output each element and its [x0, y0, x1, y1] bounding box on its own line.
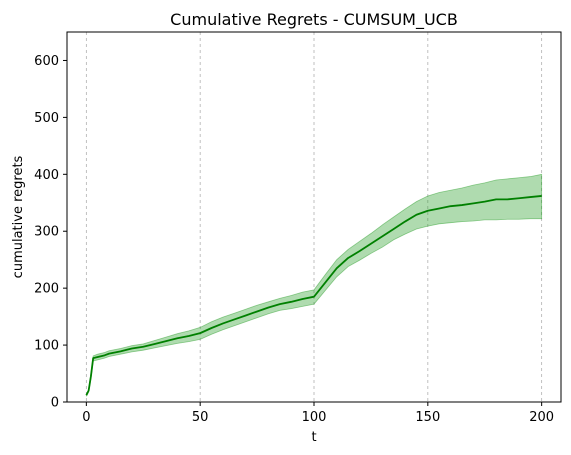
x-axis-ticks: 0 50 100 150 200 [82, 402, 554, 425]
y-tick-label: 200 [34, 282, 59, 297]
mean-regret-line [85, 195, 542, 396]
confidence-band-layer [85, 173, 543, 397]
grid-lines [85, 32, 543, 402]
y-tick-label: 300 [34, 225, 59, 240]
y-axis-label: cumulative regrets [11, 155, 26, 278]
y-tick-label: 100 [34, 339, 59, 354]
y-tick-label: 0 [51, 396, 59, 411]
y-tick-label: 400 [34, 168, 59, 183]
x-tick-label: 50 [192, 410, 209, 425]
x-axis-label: t [311, 430, 316, 445]
confidence-band [85, 173, 543, 397]
x-tick-label: 200 [529, 410, 554, 425]
x-tick-label: 0 [82, 410, 90, 425]
chart-title: Cumulative Regrets - CUMSUM_UCB [170, 10, 458, 30]
y-axis-ticks: 0 100 200 300 400 500 600 [34, 54, 67, 411]
y-tick-label: 500 [34, 111, 59, 126]
x-tick-label: 100 [302, 410, 327, 425]
x-tick-label: 150 [415, 410, 440, 425]
mean-line-layer [85, 195, 542, 396]
y-tick-label: 600 [34, 54, 59, 69]
